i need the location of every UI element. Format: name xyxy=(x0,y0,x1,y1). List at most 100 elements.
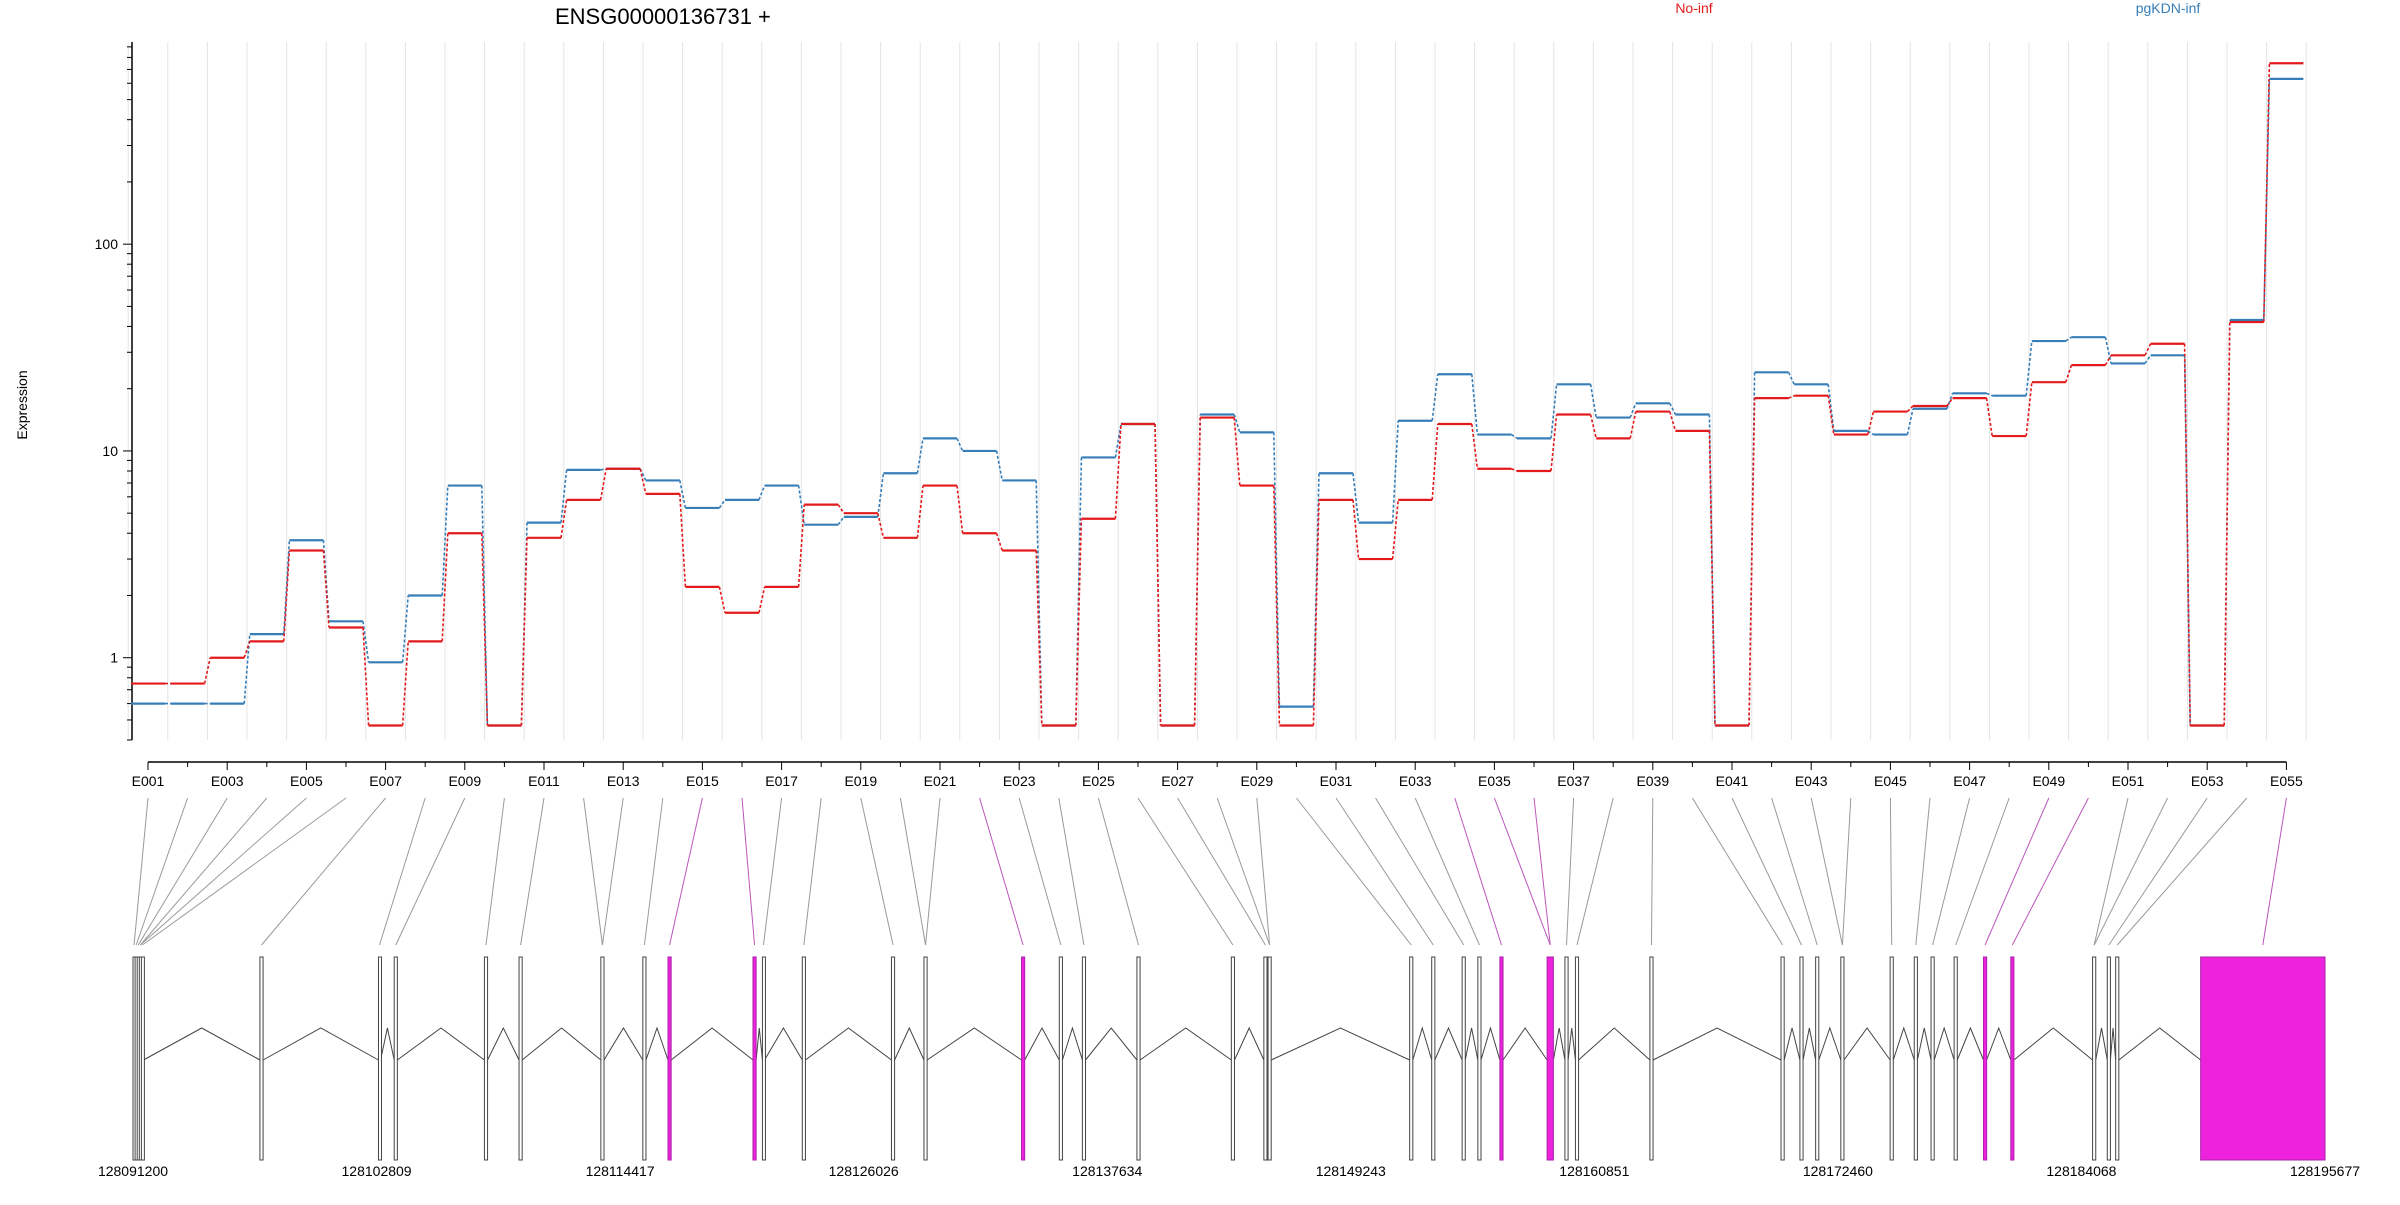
series-connector xyxy=(2183,343,2191,726)
y-tick-label: 10 xyxy=(102,443,118,459)
series-connector xyxy=(441,533,449,642)
intron-line xyxy=(1578,1027,1651,1061)
series-connector xyxy=(1827,395,1835,435)
intron-line xyxy=(487,1026,520,1061)
intron-line xyxy=(1085,1027,1138,1061)
y-tick-label: 100 xyxy=(95,236,119,252)
legend-label-no-inf: No-inf xyxy=(1675,0,1712,16)
series-connector xyxy=(1273,485,1281,726)
intron-line xyxy=(143,1027,261,1061)
intron-line xyxy=(1480,1026,1501,1061)
exon-connector xyxy=(601,797,624,946)
exon-connector xyxy=(1216,797,1271,946)
series-connector xyxy=(679,493,687,587)
series-connector xyxy=(2144,354,2152,364)
series-connector xyxy=(995,532,1003,551)
series-connector xyxy=(243,641,251,658)
exon-connector xyxy=(379,797,426,946)
exon xyxy=(1230,956,1235,1161)
x-tick-label: E011 xyxy=(528,773,560,789)
series-connector xyxy=(2263,63,2271,323)
intron-line xyxy=(1464,1027,1479,1061)
intron-line xyxy=(1234,1026,1265,1061)
exon-connector xyxy=(1932,797,1971,946)
exon xyxy=(140,956,145,1161)
intron-line xyxy=(1502,1027,1548,1061)
exon-highlighted xyxy=(1982,956,1988,1161)
exon-connector xyxy=(1650,797,1654,946)
exon xyxy=(600,956,605,1161)
exon-connector xyxy=(1375,797,1465,946)
series-connector xyxy=(520,537,528,726)
x-tick-label: E051 xyxy=(2112,773,2145,789)
exon-highlighted xyxy=(1021,956,1026,1161)
series-connector xyxy=(1867,411,1875,435)
intron-line xyxy=(2118,1027,2201,1061)
series-connector xyxy=(1787,371,1795,385)
intron-line xyxy=(1139,1027,1232,1061)
series-connector xyxy=(1431,423,1439,500)
exon-highlighted xyxy=(667,956,672,1161)
exon-connector xyxy=(139,797,268,946)
exon xyxy=(1799,956,1804,1161)
series-connector xyxy=(560,499,568,538)
exon xyxy=(1564,956,1569,1161)
exon xyxy=(2106,956,2111,1161)
exon xyxy=(1409,956,1414,1161)
intron-line xyxy=(670,1027,754,1061)
x-tick-label: E047 xyxy=(1953,773,1986,789)
x-tick-label: E013 xyxy=(607,773,640,789)
series-connector xyxy=(481,533,489,726)
x-axis-exon-bins: E001 E003 E005 E007 E009 E011 E013 E015 E017 E019… xyxy=(132,761,2303,789)
exon-connector xyxy=(2108,797,2208,946)
x-tick-label: E003 xyxy=(211,773,244,789)
x-tick-label: E015 xyxy=(686,773,719,789)
series-connector xyxy=(1193,417,1201,726)
exon xyxy=(1058,956,1063,1161)
intron-line xyxy=(1652,1027,1782,1061)
intron-line xyxy=(2013,1027,2093,1061)
x-tick-label: E037 xyxy=(1557,773,1590,789)
exon-connector xyxy=(1889,797,1893,946)
series-connector xyxy=(1708,430,1716,726)
coordinate-label: 128091200 xyxy=(98,1163,168,1179)
series-connector xyxy=(2104,354,2112,366)
x-tick-label: E041 xyxy=(1716,773,1749,789)
series-connector xyxy=(1748,398,1756,726)
series-connector xyxy=(2065,364,2073,383)
series-connector xyxy=(916,485,924,538)
intron-line xyxy=(521,1027,602,1061)
x-tick-label: E019 xyxy=(844,773,877,789)
intron-line xyxy=(1783,1027,1801,1061)
series-connector xyxy=(1788,394,1795,399)
x-tick-label: E023 xyxy=(1003,773,1036,789)
exon xyxy=(1780,956,1785,1161)
series-connector xyxy=(2025,340,2033,396)
x-tick-label: E055 xyxy=(2270,773,2303,789)
exon-connector xyxy=(1097,797,1139,946)
series-connector xyxy=(441,485,449,596)
series-connector xyxy=(1075,518,1083,726)
x-tick-label: E053 xyxy=(2191,773,2224,789)
exon-connector xyxy=(1018,797,1062,946)
coordinate-label: 128114417 xyxy=(586,1163,655,1179)
exon-connector xyxy=(1731,797,1802,946)
exon xyxy=(518,956,523,1161)
intron-line xyxy=(1933,1026,1955,1061)
series-connector xyxy=(916,438,924,474)
series-connector xyxy=(1827,384,1835,431)
x-tick-label: E033 xyxy=(1399,773,1432,789)
series-connector xyxy=(1589,414,1597,439)
exon xyxy=(393,956,398,1161)
exon-connector xyxy=(1493,797,1551,946)
intron-line xyxy=(397,1027,485,1061)
series-connector xyxy=(322,550,330,628)
series-connector xyxy=(1669,411,1677,432)
exon-connector xyxy=(1137,797,1234,946)
exon-connector xyxy=(1810,797,1843,946)
exon-connector xyxy=(142,797,347,946)
exon-connector xyxy=(860,797,894,946)
x-tick-label: E025 xyxy=(1082,773,1115,789)
series-connector xyxy=(2025,382,2033,437)
